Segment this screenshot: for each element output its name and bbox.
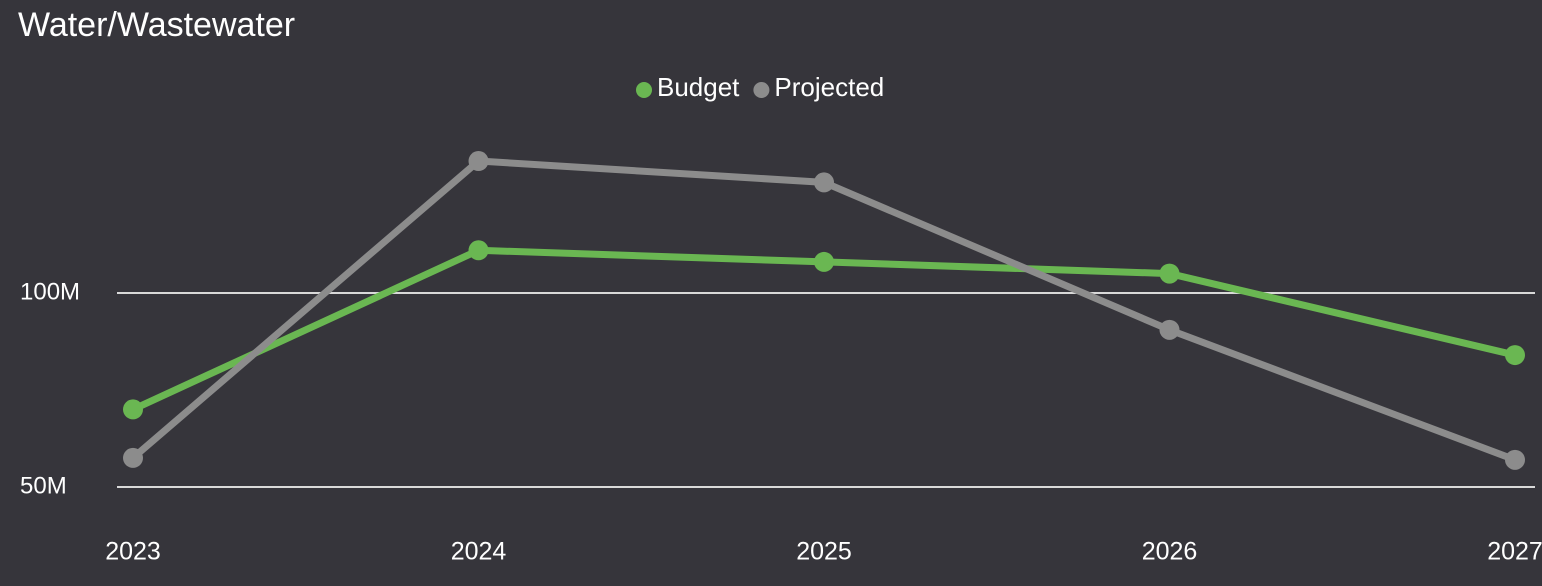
- x-tick-label: 2027: [1487, 538, 1542, 566]
- data-point: [814, 251, 834, 272]
- data-point: [468, 240, 489, 261]
- y-tick-label: 50M: [20, 472, 67, 499]
- chart-title: Water/Wastewater: [18, 6, 295, 44]
- data-point: [1159, 263, 1180, 284]
- data-point: [1505, 449, 1525, 470]
- data-point: [468, 151, 489, 172]
- x-tick-label: 2024: [451, 538, 507, 566]
- x-tick-label: 2026: [1142, 538, 1198, 566]
- legend-label: Projected: [774, 72, 884, 102]
- data-point: [123, 399, 143, 420]
- x-tick-label: 2023: [105, 538, 161, 566]
- x-tick-label: 2025: [796, 538, 852, 566]
- data-point: [123, 447, 143, 468]
- y-tick-label: 100M: [20, 278, 80, 305]
- data-point: [1159, 319, 1180, 340]
- data-point: [814, 172, 834, 193]
- legend-marker: [636, 82, 652, 98]
- legend-label: Budget: [657, 72, 740, 102]
- data-point: [1505, 345, 1525, 366]
- legend-marker: [753, 82, 770, 98]
